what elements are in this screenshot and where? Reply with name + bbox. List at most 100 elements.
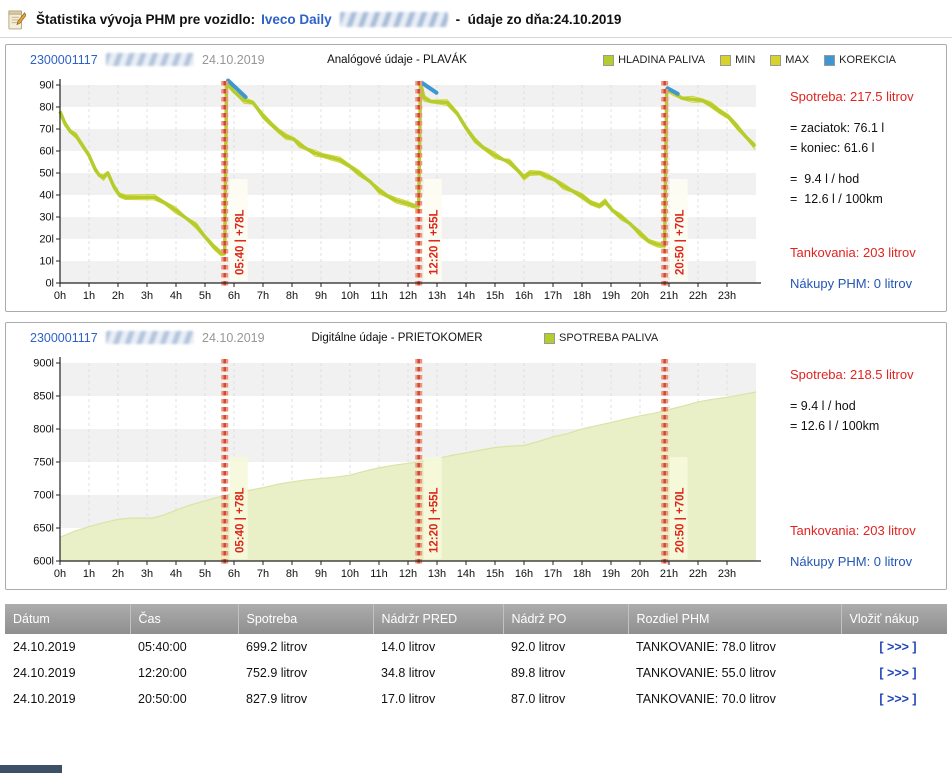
table-cell: 827.9 litrov [238, 686, 373, 712]
digital-flowmeter-chart: 05:40 | +78L 12:20 | +55L 20:50 | +70L 600l… [33, 357, 761, 580]
svg-text:9h: 9h [315, 290, 327, 302]
table-cell: 20:50:00 [130, 686, 238, 712]
legend-label: HLADINA PALIVA [618, 54, 706, 66]
insert-purchase-link[interactable]: [ >>> ] [879, 692, 917, 706]
svg-text:1h: 1h [83, 568, 95, 580]
svg-text:70l: 70l [39, 124, 54, 136]
column-header: Nádrž PO [503, 604, 629, 634]
svg-text:05:40 | +78L: 05:40 | +78L [235, 209, 247, 275]
stats-line: Tankovania: 203 litrov [790, 245, 916, 260]
redacted-text [106, 53, 194, 66]
stats-line: = 12.6 l / 100km [790, 192, 883, 206]
svg-text:20:50 | +70L: 20:50 | +70L [675, 209, 687, 275]
chart-legend: HLADINA PALIVA MIN MAX KOREKCIA [603, 54, 896, 66]
stats-group: = 9.4 l / hod = 12.6 l / 100km [790, 396, 946, 436]
legend-item: KOREKCIA [824, 54, 896, 66]
svg-text:21h: 21h [660, 568, 678, 580]
svg-text:12h: 12h [399, 568, 417, 580]
svg-text:30l: 30l [39, 212, 54, 224]
svg-text:6h: 6h [228, 290, 240, 302]
stats-line: Nákupy PHM: 0 litrov [790, 554, 913, 569]
svg-text:850l: 850l [33, 391, 54, 403]
chart-date: 24.10.2019 [202, 331, 265, 345]
table-cell: 17.0 litrov [373, 686, 503, 712]
svg-text:23h: 23h [718, 290, 736, 302]
svg-text:05:40 | +78L: 05:40 | +78L [235, 487, 247, 553]
digital-chart-header: 2300001117 24.10.2019 Digitálne údaje - … [6, 323, 946, 355]
analog-chart-stats: Spotreba: 217.5 litrov = zaciatok: 76.1 l… [764, 77, 946, 305]
svg-text:15h: 15h [486, 568, 504, 580]
table-cell: 699.2 litrov [238, 634, 373, 660]
stats-line: = 9.4 l / hod [790, 172, 860, 186]
stats-group: = 9.4 l / hod = 12.6 l / 100km [790, 169, 946, 209]
digital-chart-stats: Spotreba: 218.5 litrov = 9.4 l / hod = 12.… [764, 355, 946, 583]
svg-text:6h: 6h [228, 568, 240, 580]
stats-group: = zaciatok: 76.1 l = koniec: 61.6 l [790, 118, 946, 158]
svg-text:4h: 4h [170, 568, 182, 580]
svg-text:13h: 13h [428, 290, 446, 302]
report-date: 24.10.2019 [553, 12, 622, 27]
svg-text:0h: 0h [54, 568, 66, 580]
svg-text:40l: 40l [39, 190, 54, 202]
table-cell: 752.9 litrov [238, 660, 373, 686]
stats-line: = 9.4 l / hod [790, 399, 856, 413]
page-header: Štatistika vývoja PHM pre vozidlo: Iveco… [0, 0, 952, 38]
column-header: Dátum [5, 604, 131, 634]
svg-text:60l: 60l [39, 146, 54, 158]
legend-item: MAX [770, 54, 809, 66]
table-cell: 92.0 litrov [503, 634, 628, 660]
stats-group: Nákupy PHM: 0 litrov [790, 552, 946, 572]
svg-text:18h: 18h [573, 568, 591, 580]
svg-text:17h: 17h [544, 290, 562, 302]
redacted-vehicle-plate [339, 12, 448, 27]
insert-purchase-cell: [ >>> ] [841, 660, 947, 686]
svg-text:12h: 12h [399, 290, 417, 302]
table-cell: TANKOVANIE: 78.0 litrov [628, 634, 841, 660]
table-row: 24.10.2019 12:20:00 752.9 litrov 34.8 litro… [5, 660, 947, 686]
legend-item: HLADINA PALIVA [603, 54, 705, 66]
vehicle-name: Iveco Daily [261, 12, 332, 27]
stats-line: Tankovania: 203 litrov [790, 523, 916, 538]
stats-group: Spotreba: 217.5 litrov [790, 87, 946, 107]
svg-text:800l: 800l [33, 424, 54, 436]
svg-text:10h: 10h [341, 568, 359, 580]
stats-group: Nákupy PHM: 0 litrov [790, 274, 946, 294]
legend-swatch-icon [824, 54, 836, 66]
legend-swatch-icon [770, 54, 782, 66]
analog-chart-header: 2300001117 24.10.2019 Analógové údaje - … [6, 45, 946, 77]
chart-title: Digitálne údaje - PRIETOKOMER [311, 332, 483, 344]
column-header: Nádržr PRED [373, 604, 504, 634]
svg-text:7h: 7h [257, 290, 269, 302]
svg-text:5h: 5h [199, 290, 211, 302]
stats-group: Tankovania: 203 litrov [790, 243, 946, 263]
svg-text:21h: 21h [660, 290, 678, 302]
insert-purchase-link[interactable]: [ >>> ] [879, 640, 917, 654]
svg-text:0h: 0h [54, 290, 66, 302]
svg-text:15h: 15h [486, 290, 504, 302]
svg-text:2h: 2h [112, 290, 124, 302]
svg-text:4h: 4h [170, 290, 182, 302]
insert-purchase-link[interactable]: [ >>> ] [879, 666, 917, 680]
chart-title: Analógové údaje - PLAVÁK [327, 54, 467, 66]
stats-line: = zaciatok: 76.1 l [790, 121, 885, 135]
svg-text:3h: 3h [141, 290, 153, 302]
table-cell: 12:20:00 [130, 660, 238, 686]
svg-text:90l: 90l [39, 80, 54, 92]
refuel-table: Dátum Čas Spotreba Nádržr PRED Nádrž PO Rozdi… [5, 604, 947, 712]
svg-text:2h: 2h [112, 568, 124, 580]
legend-label: MAX [785, 54, 810, 66]
svg-text:20h: 20h [631, 290, 649, 302]
svg-text:19h: 19h [602, 568, 620, 580]
vehicle-id-link[interactable]: 2300001117 [30, 53, 98, 67]
svg-text:14h: 14h [457, 290, 475, 302]
digital-chart-panel: 2300001117 24.10.2019 Digitálne údaje - … [5, 322, 947, 590]
svg-text:8h: 8h [286, 290, 298, 302]
legend-label: MIN [735, 54, 756, 66]
table-cell: 87.0 litrov [503, 686, 628, 712]
column-header: Spotreba [238, 604, 374, 634]
vehicle-id-link[interactable]: 2300001117 [30, 331, 98, 345]
svg-text:12:20 | +55L: 12:20 | +55L [429, 487, 441, 553]
legend-label: SPOTREBA PALIVA [559, 332, 659, 344]
legend-swatch-icon [544, 332, 555, 344]
insert-purchase-cell: [ >>> ] [841, 634, 947, 660]
